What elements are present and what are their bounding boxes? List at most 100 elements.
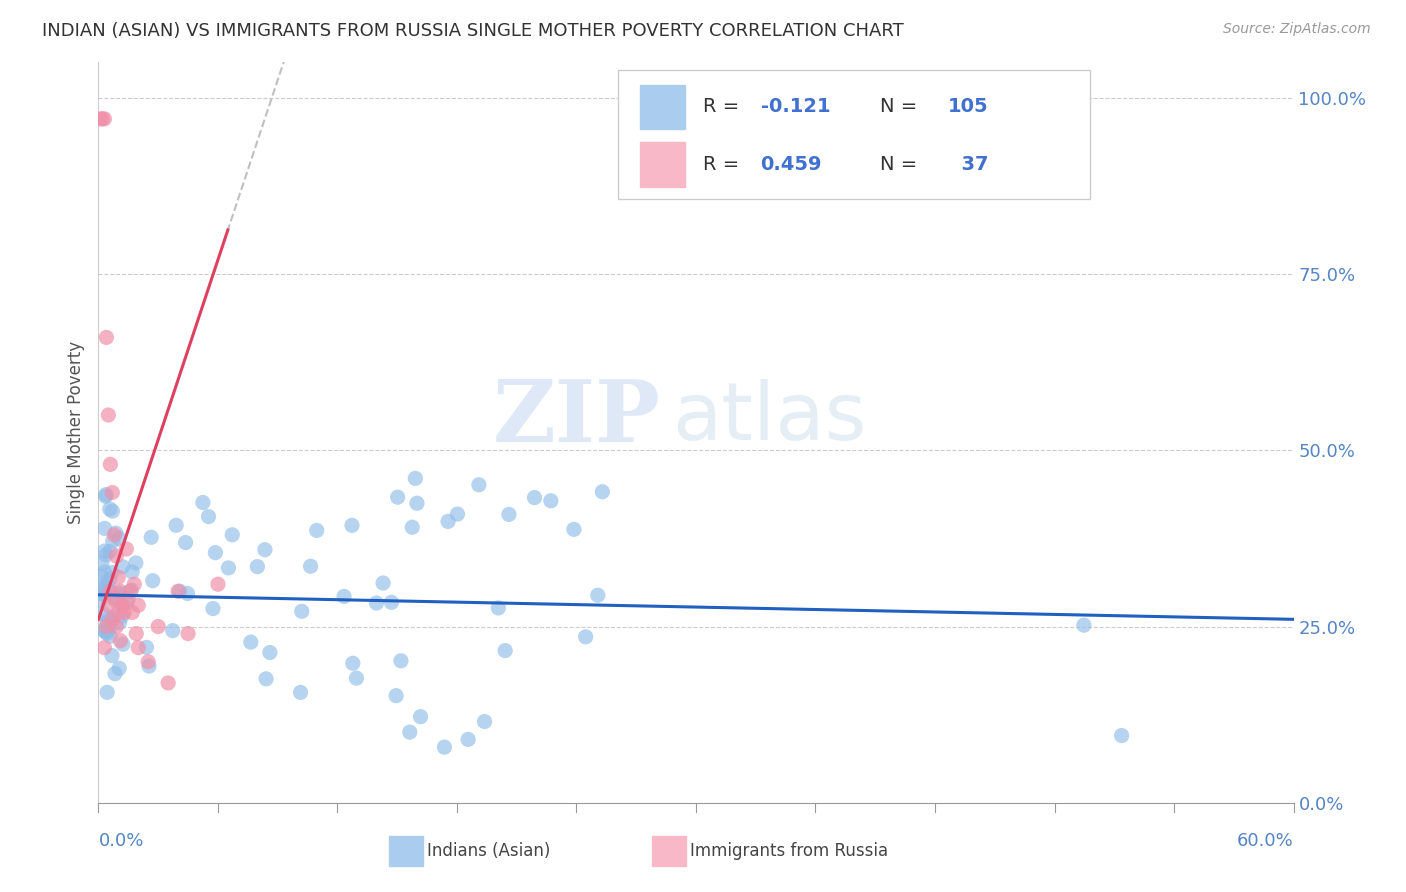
Point: [93, 544, 115, 558]
Point: [90, 569, 112, 583]
Text: N =: N =: [880, 97, 924, 116]
Point: [94, 623, 117, 637]
Point: [138, 659, 160, 673]
Point: [124, 577, 146, 591]
Point: [157, 676, 180, 690]
Text: INDIAN (ASIAN) VS IMMIGRANTS FROM RUSSIA SINGLE MOTHER POVERTY CORRELATION CHART: INDIAN (ASIAN) VS IMMIGRANTS FROM RUSSIA…: [42, 22, 904, 40]
Point: [346, 671, 368, 685]
Point: [259, 646, 281, 660]
Point: [446, 507, 468, 521]
Point: [93, 640, 115, 655]
Point: [98, 581, 121, 595]
Point: [385, 689, 408, 703]
Point: [101, 648, 124, 663]
Point: [97, 408, 120, 422]
Point: [101, 504, 124, 518]
Point: [91, 112, 114, 126]
Point: [98, 584, 122, 599]
Point: [217, 561, 239, 575]
Point: [90, 556, 112, 570]
Point: [107, 570, 129, 584]
Point: [98, 502, 121, 516]
Point: [120, 584, 142, 599]
Point: [380, 595, 402, 609]
Point: [204, 546, 226, 560]
Point: [111, 637, 134, 651]
Point: [104, 593, 127, 607]
Point: [103, 609, 125, 624]
Point: [562, 522, 585, 536]
Text: 37: 37: [948, 155, 988, 174]
Point: [96, 330, 118, 344]
Point: [389, 654, 412, 668]
Point: [115, 541, 138, 556]
Point: [96, 615, 118, 630]
Point: [108, 588, 131, 602]
Point: [101, 534, 124, 549]
Point: [103, 528, 125, 542]
Point: [108, 615, 131, 630]
Point: [457, 732, 479, 747]
Point: [93, 583, 115, 598]
Text: Source: ZipAtlas.com: Source: ZipAtlas.com: [1223, 22, 1371, 37]
Point: [586, 588, 609, 602]
Point: [176, 586, 198, 600]
Point: [120, 582, 142, 597]
Point: [97, 599, 120, 613]
Text: -0.121: -0.121: [761, 97, 830, 116]
Point: [201, 601, 224, 615]
Point: [406, 496, 429, 510]
Point: [98, 544, 121, 558]
Point: [103, 591, 125, 606]
Point: [540, 493, 562, 508]
Point: [91, 607, 114, 621]
Point: [333, 590, 356, 604]
Point: [409, 709, 432, 723]
Text: R =: R =: [703, 97, 745, 116]
Point: [254, 672, 277, 686]
Point: [404, 471, 426, 485]
Point: [177, 626, 200, 640]
Point: [398, 725, 420, 739]
Point: [494, 643, 516, 657]
Point: [340, 518, 363, 533]
Point: [291, 604, 314, 618]
Point: [142, 574, 165, 588]
Point: [93, 587, 115, 601]
Point: [110, 584, 132, 599]
Text: ZIP: ZIP: [492, 376, 661, 459]
Point: [105, 549, 128, 563]
Point: [93, 565, 115, 579]
Point: [591, 484, 613, 499]
Point: [108, 586, 131, 600]
Point: [127, 640, 149, 655]
Point: [191, 495, 214, 509]
Point: [104, 526, 127, 541]
Point: [97, 612, 120, 626]
Point: [93, 521, 115, 535]
Text: Indians (Asian): Indians (Asian): [427, 842, 550, 860]
Point: [96, 626, 118, 640]
Point: [94, 487, 117, 501]
Text: Immigrants from Russia: Immigrants from Russia: [690, 842, 889, 860]
Point: [135, 640, 157, 655]
Point: [1073, 618, 1095, 632]
Point: [108, 532, 131, 546]
Point: [387, 490, 409, 504]
Point: [121, 606, 143, 620]
Point: [371, 576, 394, 591]
Point: [97, 623, 120, 637]
Point: [125, 556, 148, 570]
Text: 0.0%: 0.0%: [98, 832, 143, 850]
FancyBboxPatch shape: [640, 143, 685, 186]
Point: [169, 584, 191, 599]
Point: [136, 655, 159, 669]
Point: [91, 577, 114, 591]
Point: [486, 601, 509, 615]
Point: [117, 591, 139, 606]
Point: [342, 657, 364, 671]
Point: [575, 630, 598, 644]
Point: [94, 580, 117, 594]
Point: [93, 587, 115, 601]
Point: [165, 518, 187, 533]
